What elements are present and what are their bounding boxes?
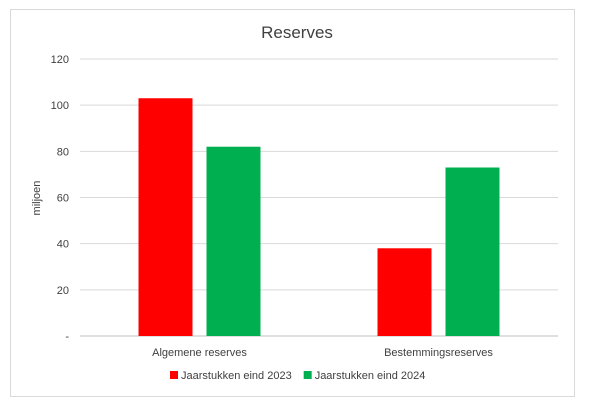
- x-category-label: Algemene reserves: [152, 347, 247, 359]
- legend-swatch: [170, 371, 178, 379]
- legend-swatch: [303, 371, 312, 379]
- y-tick-label: 100: [51, 100, 69, 112]
- x-category-label: Bestemmingsreserves: [384, 347, 493, 359]
- y-tick-label: 40: [57, 239, 69, 251]
- y-tick-label: 20: [57, 285, 69, 297]
- legend-label: Jaarstukken eind 2023: [181, 370, 292, 382]
- y-tick-label: 120: [51, 54, 69, 66]
- y-tick-label: 60: [57, 193, 69, 205]
- legend-label: Jaarstukken eind 2024: [315, 370, 426, 382]
- y-tick-label: 80: [57, 146, 69, 158]
- y-axis-label: miljoen: [31, 181, 43, 216]
- y-tick-label: -: [65, 331, 69, 343]
- chart-title: Reserves: [261, 23, 333, 42]
- bar-2024-bestemmings: [445, 167, 500, 336]
- bar-2023-algemene: [138, 98, 193, 336]
- bar-2024-algemene: [206, 146, 261, 336]
- bar-2023-bestemmings: [377, 248, 432, 336]
